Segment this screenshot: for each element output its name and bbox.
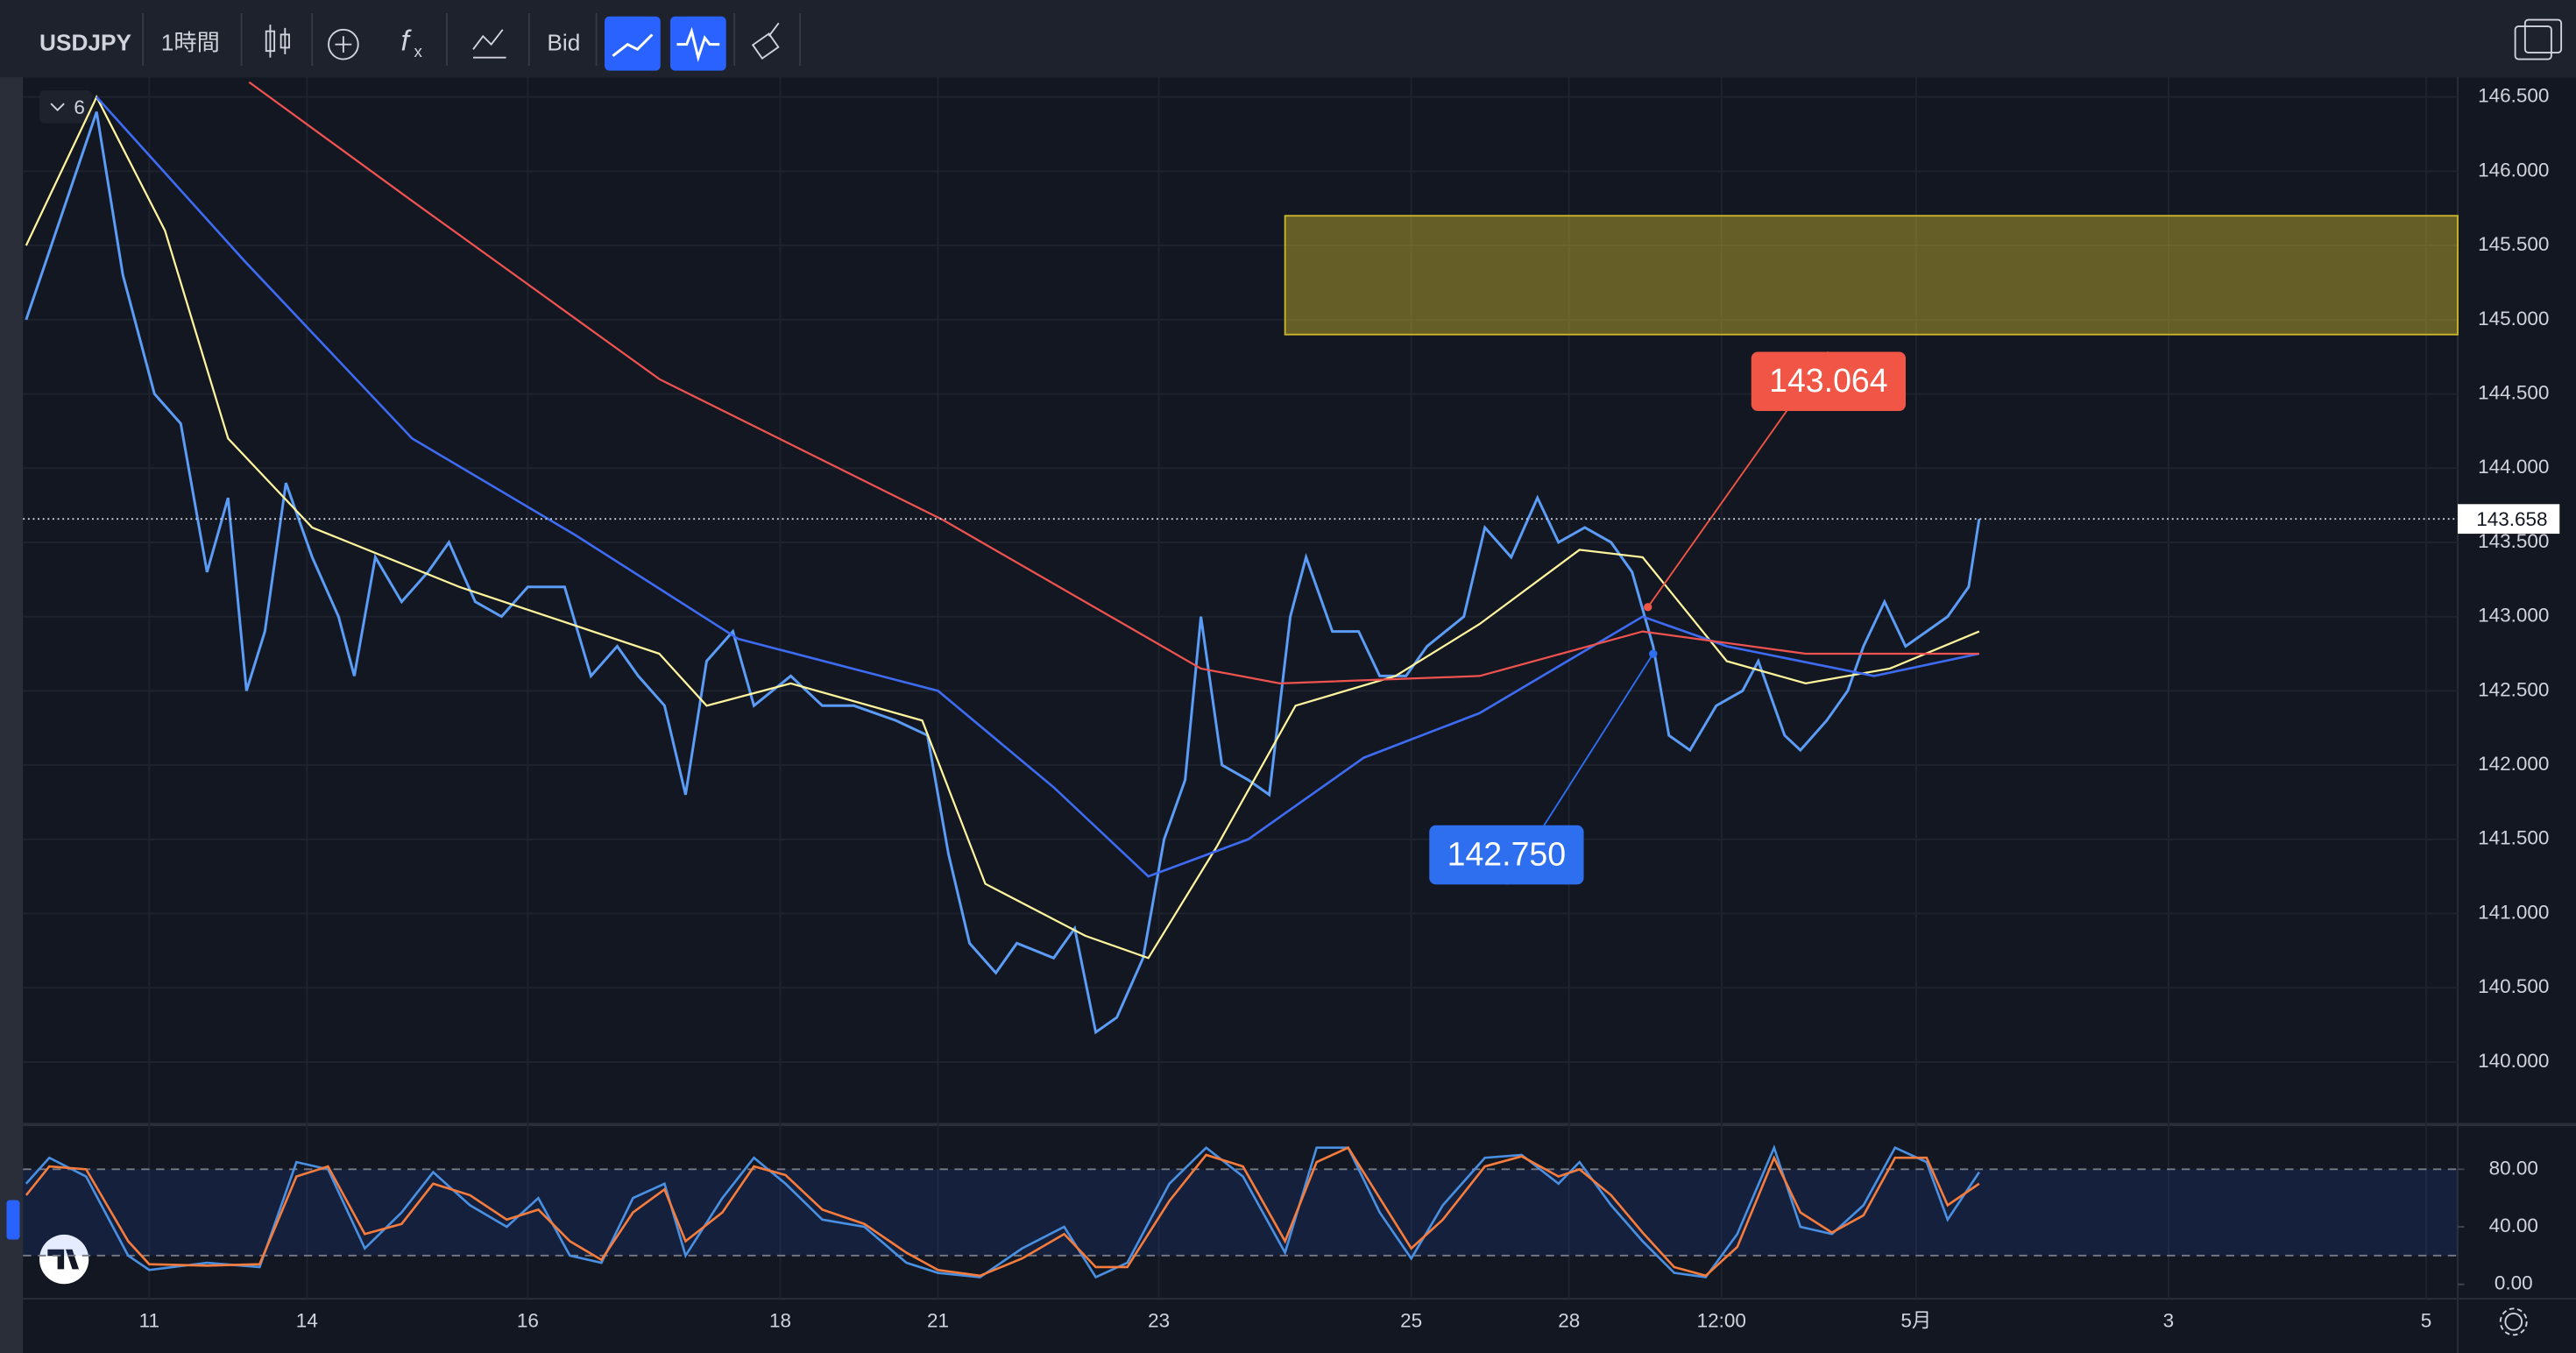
series-line: [25, 111, 1981, 1035]
last-price-box: [2458, 504, 2560, 535]
last-price-label: 143.658: [2476, 508, 2547, 530]
annotation-point: [1644, 603, 1652, 612]
y-tick-label: 146.000: [2478, 159, 2549, 181]
x-tick-label: 11: [139, 1309, 159, 1331]
interval-button[interactable]: 1時間: [161, 30, 220, 56]
y-tick-label: 144.000: [2478, 456, 2549, 478]
price-type-button[interactable]: Bid: [547, 30, 580, 56]
y-tick-label: 80.00: [2489, 1157, 2538, 1179]
annotation-point: [1649, 649, 1658, 658]
y-tick-label: 141.500: [2478, 827, 2549, 849]
y-tick-label: 140.000: [2478, 1050, 2549, 1072]
trend-icon: [612, 33, 654, 57]
brush-button[interactable]: [751, 22, 780, 60]
trend-tool-button[interactable]: [605, 16, 661, 71]
pane: 11 14 16 18 21 23 25 28 12:00 5月 3 5 140.000 140.500 1…: [23, 77, 2560, 1331]
pane: 80.00 40.00 0.00: [23, 1144, 2538, 1294]
y-tick-label: 145.500: [2478, 233, 2549, 255]
y-tick-label: 141.000: [2478, 901, 2549, 923]
target-zone: [1284, 215, 2459, 336]
x-tick-label: 5: [2421, 1309, 2432, 1331]
series-line: [248, 81, 1979, 685]
oscillator-band: [23, 1169, 2458, 1256]
toolbar: [0, 0, 2576, 78]
indicator-count: 6: [74, 96, 85, 118]
x-tick-label: 18: [769, 1309, 791, 1331]
wave-tool-button[interactable]: [670, 16, 726, 71]
series-line: [25, 1144, 1980, 1279]
x-tick-label: 23: [1148, 1309, 1170, 1331]
pane-handle[interactable]: [6, 1200, 20, 1240]
series-line: [25, 95, 1980, 960]
annotation-label: 142.750: [1447, 835, 1567, 872]
x-tick-label: 21: [927, 1309, 949, 1331]
layout-button[interactable]: [2514, 18, 2563, 60]
y-tick-label: 142.500: [2478, 678, 2549, 700]
chart-background: [23, 77, 2576, 1353]
y-tick-label: 0.00: [2495, 1272, 2533, 1294]
y-tick-label: 140.500: [2478, 975, 2549, 997]
templates-button[interactable]: [472, 29, 506, 59]
x-tick-label: 28: [1558, 1309, 1580, 1331]
annotation-box: [1751, 351, 1906, 412]
y-tick-label: 145.000: [2478, 308, 2549, 329]
x-tick-label: 12:00: [1697, 1309, 1746, 1331]
x-tick-label: 14: [296, 1309, 318, 1331]
chart-type-button[interactable]: [265, 25, 290, 58]
y-tick-label: 40.00: [2489, 1215, 2538, 1236]
x-tick-label: 3: [2163, 1309, 2175, 1331]
x-tick-label: 16: [517, 1309, 539, 1331]
settings-icon[interactable]: [2499, 1307, 2528, 1336]
series-line: [96, 96, 1980, 878]
series-line: [25, 1146, 1980, 1278]
x-tick-label: 5月: [1900, 1309, 1931, 1331]
y-tick-label: 143.000: [2478, 605, 2549, 627]
y-tick-label: 144.500: [2478, 381, 2549, 403]
symbol-button[interactable]: USDJPY: [39, 30, 132, 56]
compare-button[interactable]: [328, 28, 359, 60]
y-tick-label: 142.000: [2478, 753, 2549, 775]
indicator-toggle[interactable]: 6: [39, 90, 92, 124]
wave-icon: [676, 26, 720, 63]
tradingview-logo: [39, 1234, 89, 1285]
annotation-label: 143.064: [1769, 362, 1888, 399]
x-tick-label: 25: [1400, 1309, 1422, 1331]
y-tick-label: 146.500: [2478, 85, 2549, 107]
annotation-box: [1429, 825, 1584, 885]
svg-text:x: x: [414, 42, 423, 60]
